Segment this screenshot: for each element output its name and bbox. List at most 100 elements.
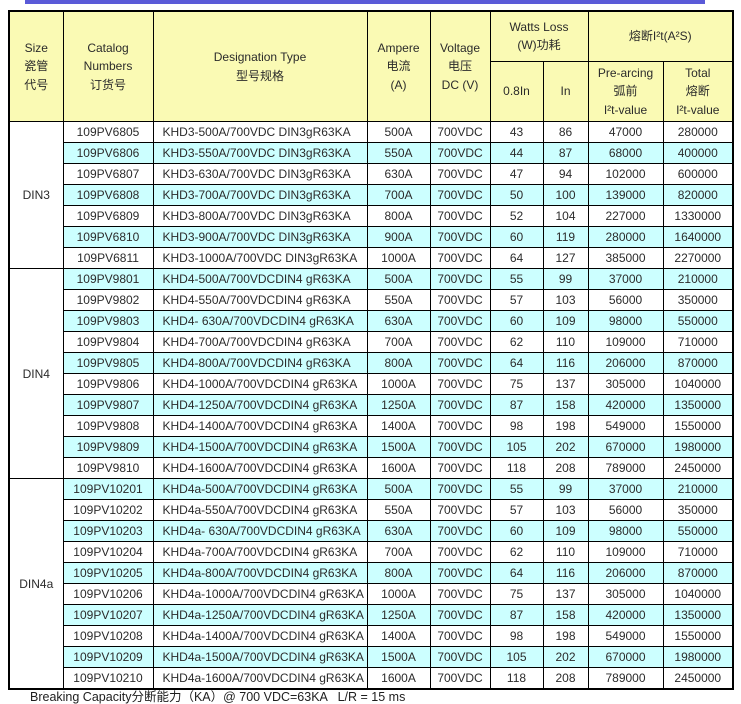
watts-loss-08in-cell: 62	[489, 331, 544, 354]
ampere-cell: 800A	[366, 205, 431, 228]
total-i2t-cell: 2270000	[662, 247, 734, 270]
table-row: 109PV10206 KHD4a-1000A/700VDCDIN4 gR63KA 1…	[9, 583, 734, 606]
voltage-cell: 700VDC	[429, 520, 491, 543]
watts-loss-in-cell: 158	[542, 394, 589, 417]
watts-loss-in-cell: 208	[542, 457, 589, 480]
designation-cell: KHD4-550A/700VDCDIN4 gR63KA	[152, 289, 368, 312]
total-i2t-cell: 1350000	[662, 604, 734, 627]
watts-loss-08in-cell: 60	[489, 226, 544, 249]
table-row: 109PV9802 KHD4-550A/700VDCDIN4 gR63KA 550A…	[9, 289, 734, 312]
col-header-total: Total 熔断 I²t-value	[662, 60, 734, 123]
designation-cell: KHD4-700A/700VDCDIN4 gR63KA	[152, 331, 368, 354]
designation-cell: KHD3-630A/700VDC DIN3gR63KA	[152, 163, 368, 186]
watts-loss-08in-cell: 43	[489, 121, 544, 144]
prearcing-i2t-cell: 98000	[587, 520, 664, 543]
table-row: 109PV9803 KHD4- 630A/700VDCDIN4 gR63KA 630…	[9, 310, 734, 333]
voltage-cell: 700VDC	[429, 352, 491, 375]
ampere-cell: 700A	[366, 331, 431, 354]
watts-loss-08in-cell: 98	[489, 625, 544, 648]
total-i2t-cell: 350000	[662, 499, 734, 522]
total-i2t-cell: 1550000	[662, 415, 734, 438]
table-row: DIN3 109PV6805 KHD3-500A/700VDC DIN3gR63KA…	[8, 121, 734, 270]
table-row: 109PV6811 KHD3-1000A/700VDC DIN3gR63KA 100…	[9, 247, 734, 270]
ampere-cell: 1250A	[366, 394, 431, 417]
total-i2t-cell: 710000	[662, 541, 734, 564]
catalog-cell: 109PV6805	[62, 121, 154, 144]
watts-loss-in-cell: 208	[542, 667, 589, 690]
prearcing-i2t-cell: 420000	[587, 394, 664, 417]
watts-loss-08in-cell: 52	[489, 205, 544, 228]
designation-cell: KHD4a-700A/700VDCDIN4 gR63KA	[152, 541, 368, 564]
prearcing-i2t-cell: 305000	[587, 583, 664, 606]
catalog-cell: 109PV10209	[62, 646, 154, 669]
table-row: 109PV9805 KHD4-800A/700VDCDIN4 gR63KA 800A…	[9, 352, 734, 375]
table-row: 109PV6808 KHD3-700A/700VDC DIN3gR63KA 700A…	[9, 184, 734, 207]
watts-loss-08in-cell: 87	[489, 394, 544, 417]
watts-loss-08in-cell: 75	[489, 583, 544, 606]
voltage-cell: 700VDC	[429, 478, 491, 501]
total-i2t-cell: 1550000	[662, 625, 734, 648]
watts-loss-08in-cell: 98	[489, 415, 544, 438]
fuse-spec-table: Size 瓷管 代号 Catalog Numbers 订货号 Designati…	[8, 10, 735, 690]
table-row: 109PV10205 KHD4a-800A/700VDCDIN4 gR63KA 80…	[9, 562, 734, 585]
col-header-ampere: Ampere 电流 (A)	[366, 10, 431, 123]
prearcing-i2t-cell: 98000	[587, 310, 664, 333]
watts-loss-in-cell: 198	[542, 415, 589, 438]
designation-cell: KHD3-700A/700VDC DIN3gR63KA	[152, 184, 368, 207]
voltage-cell: 700VDC	[429, 562, 491, 585]
watts-loss-in-cell: 127	[542, 247, 589, 270]
watts-loss-in-cell: 137	[542, 373, 589, 396]
table-row: 109PV9807 KHD4-1250A/700VDCDIN4 gR63KA 125…	[9, 394, 734, 417]
table-row: 109PV10209 KHD4a-1500A/700VDCDIN4 gR63KA 1…	[9, 646, 734, 669]
table-row: 109PV10210 KHD4a-1600A/700VDCDIN4 gR63KA 1…	[9, 667, 734, 690]
designation-cell: KHD4a-1250A/700VDCDIN4 gR63KA	[152, 604, 368, 627]
designation-cell: KHD4-800A/700VDCDIN4 gR63KA	[152, 352, 368, 375]
col-header-prearcing: Pre-arcing 弧前 I²t-value	[587, 60, 664, 123]
catalog-cell: 109PV6810	[62, 226, 154, 249]
ampere-cell: 500A	[366, 121, 431, 144]
prearcing-i2t-cell: 37000	[587, 268, 664, 291]
watts-loss-08in-cell: 64	[489, 247, 544, 270]
watts-loss-08in-cell: 75	[489, 373, 544, 396]
designation-cell: KHD4a-1600A/700VDCDIN4 gR63KA	[152, 667, 368, 690]
ampere-cell: 1600A	[366, 457, 431, 480]
watts-loss-08in-cell: 87	[489, 604, 544, 627]
col-header-i2t-group: 熔断I²t(A²S)	[587, 10, 734, 62]
watts-loss-08in-cell: 55	[489, 478, 544, 501]
voltage-cell: 700VDC	[429, 247, 491, 270]
col-header-watts-loss-group: Watts Loss (W)功耗	[489, 10, 589, 62]
watts-loss-in-cell: 110	[542, 331, 589, 354]
total-i2t-cell: 600000	[662, 163, 734, 186]
ampere-cell: 500A	[366, 478, 431, 501]
watts-loss-08in-cell: 57	[489, 499, 544, 522]
prearcing-i2t-cell: 139000	[587, 184, 664, 207]
catalog-cell: 109PV9801	[62, 268, 154, 291]
watts-loss-08in-cell: 57	[489, 289, 544, 312]
designation-cell: KHD4-1600A/700VDCDIN4 gR63KA	[152, 457, 368, 480]
voltage-cell: 700VDC	[429, 457, 491, 480]
designation-cell: KHD4a-800A/700VDCDIN4 gR63KA	[152, 562, 368, 585]
col-header-watts-08in: 0.8In	[489, 60, 544, 123]
voltage-cell: 700VDC	[429, 331, 491, 354]
designation-cell: KHD4-1000A/700VDCDIN4 gR63KA	[152, 373, 368, 396]
voltage-cell: 700VDC	[429, 415, 491, 438]
catalog-cell: 109PV6811	[62, 247, 154, 270]
table-row: 109PV9810 KHD4-1600A/700VDCDIN4 gR63KA 160…	[9, 457, 734, 480]
designation-cell: KHD3-550A/700VDC DIN3gR63KA	[152, 142, 368, 165]
table-row: 109PV10208 KHD4a-1400A/700VDCDIN4 gR63KA 1…	[9, 625, 734, 648]
ampere-cell: 1000A	[366, 373, 431, 396]
watts-loss-in-cell: 202	[542, 646, 589, 669]
watts-loss-08in-cell: 47	[489, 163, 544, 186]
voltage-cell: 700VDC	[429, 373, 491, 396]
table-row: 109PV9804 KHD4-700A/700VDCDIN4 gR63KA 700A…	[9, 331, 734, 354]
ampere-cell: 630A	[366, 163, 431, 186]
watts-loss-in-cell: 94	[542, 163, 589, 186]
designation-cell: KHD4a-1400A/700VDCDIN4 gR63KA	[152, 625, 368, 648]
table-row: 109PV6809 KHD3-800A/700VDC DIN3gR63KA 800A…	[9, 205, 734, 228]
catalog-cell: 109PV10210	[62, 667, 154, 690]
watts-loss-in-cell: 104	[542, 205, 589, 228]
col-header-catalog: Catalog Numbers 订货号	[62, 10, 154, 123]
catalog-cell: 109PV10206	[62, 583, 154, 606]
prearcing-i2t-cell: 227000	[587, 205, 664, 228]
prearcing-i2t-cell: 549000	[587, 415, 664, 438]
